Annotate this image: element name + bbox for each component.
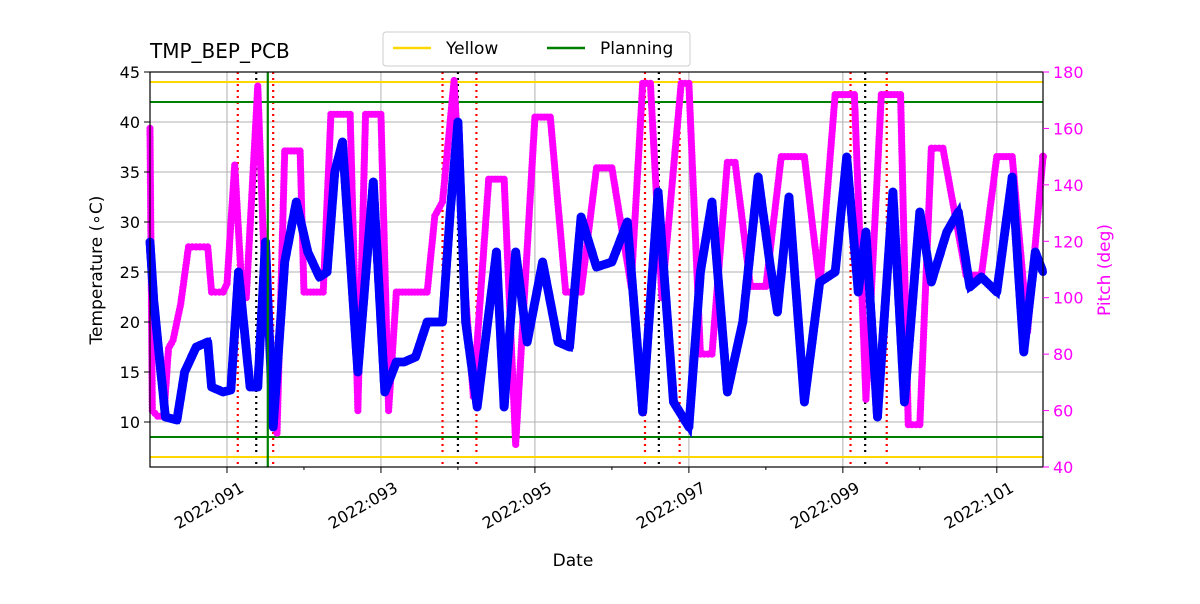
series-layer — [146, 72, 1048, 467]
